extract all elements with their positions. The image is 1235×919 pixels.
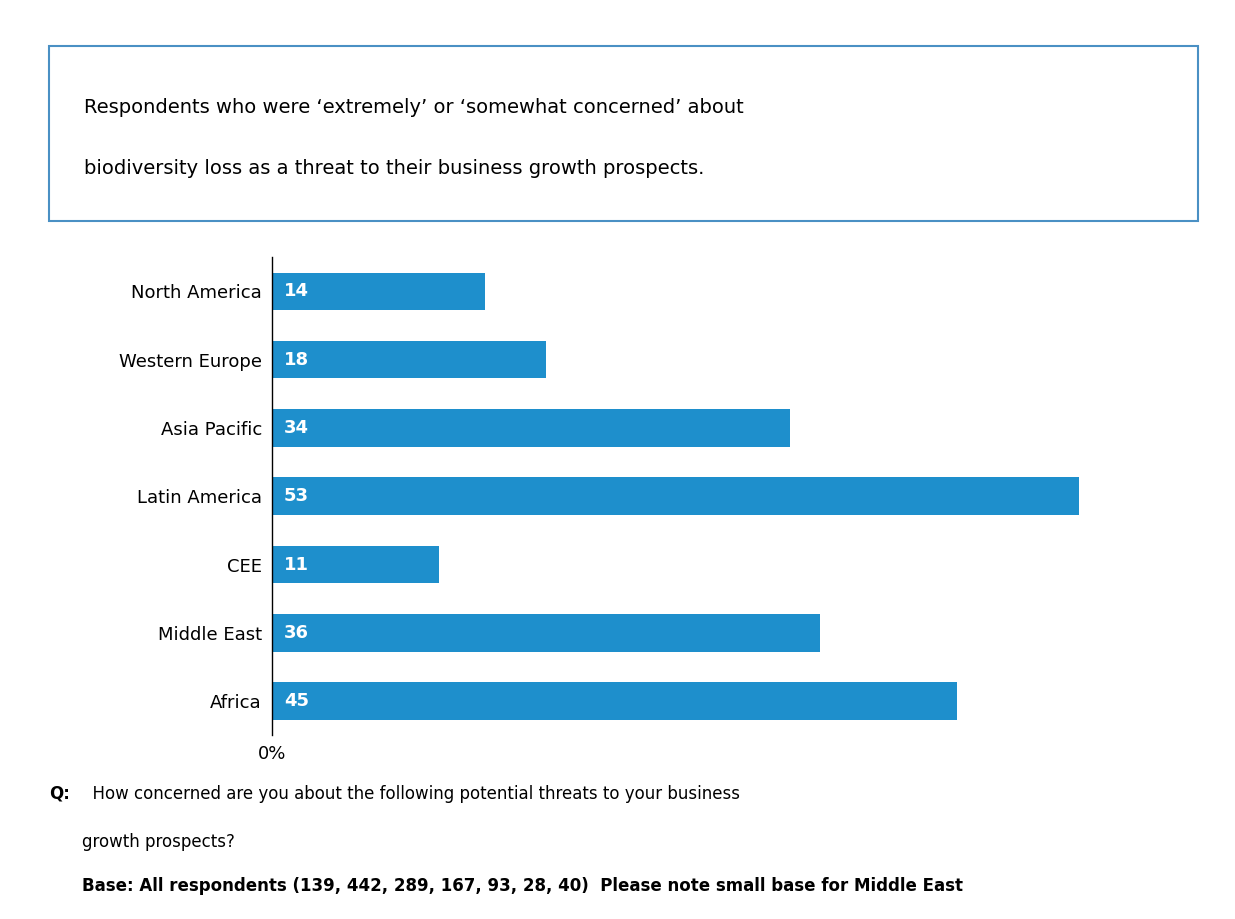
Text: 36: 36 bbox=[284, 624, 309, 641]
Text: 53: 53 bbox=[284, 487, 309, 505]
Text: Base: All respondents (139, 442, 289, 167, 93, 28, 40)  Please note small base f: Base: All respondents (139, 442, 289, 16… bbox=[82, 878, 962, 895]
Text: 18: 18 bbox=[284, 351, 309, 369]
Bar bbox=[272, 546, 440, 584]
Text: 11: 11 bbox=[284, 555, 309, 573]
Text: biodiversity loss as a threat to their business growth prospects.: biodiversity loss as a threat to their b… bbox=[84, 159, 704, 177]
Bar bbox=[272, 341, 546, 379]
Text: Q:: Q: bbox=[49, 785, 70, 803]
Bar bbox=[272, 478, 1079, 515]
Bar bbox=[272, 409, 789, 447]
Text: 34: 34 bbox=[284, 419, 309, 437]
Bar bbox=[272, 682, 957, 720]
Bar bbox=[272, 614, 820, 652]
Text: Respondents who were ‘extremely’ or ‘somewhat concerned’ about: Respondents who were ‘extremely’ or ‘som… bbox=[84, 97, 743, 117]
Bar bbox=[272, 273, 485, 311]
Text: 45: 45 bbox=[284, 692, 309, 710]
Text: How concerned are you about the following potential threats to your business: How concerned are you about the followin… bbox=[82, 785, 740, 803]
FancyBboxPatch shape bbox=[49, 46, 1198, 221]
Text: 14: 14 bbox=[284, 282, 309, 301]
Text: growth prospects?: growth prospects? bbox=[82, 834, 235, 851]
